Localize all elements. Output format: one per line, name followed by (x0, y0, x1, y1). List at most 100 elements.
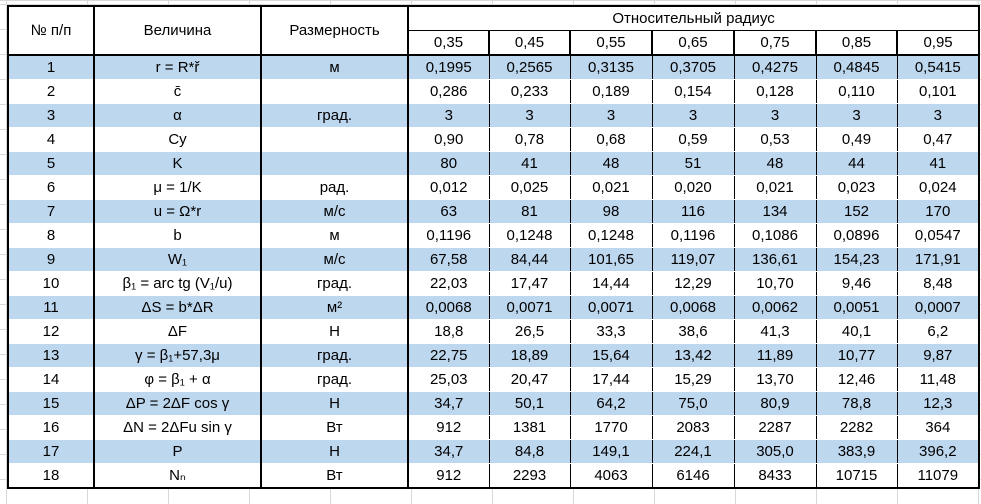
value-cell: 101,65 (569, 247, 653, 272)
value-cell: 48 (569, 151, 653, 176)
value-cell: 14,44 (569, 271, 653, 296)
row-number-cell: 12 (7, 319, 95, 344)
value-cell: 0,0896 (815, 223, 898, 248)
value-cell: 0,53 (733, 127, 817, 152)
unit-cell: град. (260, 343, 409, 368)
value-cell: 84,8 (488, 439, 571, 464)
value-cell: 26,5 (488, 319, 571, 344)
table-row: 18 Nₙ Вт 912 2293 4063 6146 8433 10715 11079 (7, 463, 981, 489)
value-cell: 0,4275 (733, 54, 817, 80)
unit-cell: Н (260, 319, 409, 344)
value-cell: 0,49 (815, 127, 898, 152)
value-cell: 0,0007 (896, 295, 981, 320)
value-cell: 48 (733, 151, 817, 176)
value-cell: 134 (733, 199, 817, 224)
row-number-cell: 5 (7, 151, 95, 176)
value-cell: 0,024 (896, 175, 981, 200)
value-cell: 0,1248 (569, 223, 653, 248)
quantity-cell: K (93, 151, 262, 176)
quantity-cell: β₁ = arc tg (V₁/u) (93, 271, 262, 296)
value-cell: 0,0068 (651, 295, 735, 320)
value-cell: 8,48 (896, 271, 981, 296)
value-cell: 40,1 (815, 319, 898, 344)
value-cell: 0,90 (407, 127, 490, 152)
value-cell: 152 (815, 199, 898, 224)
table-row: 14 φ = β₁ + α град. 25,03 20,47 17,44 15,29 13,… (7, 367, 981, 392)
header-radius-1: 0,45 (488, 30, 571, 56)
value-cell: 0,0068 (407, 295, 490, 320)
quantity-cell: ΔF (93, 319, 262, 344)
value-cell: 75,0 (651, 391, 735, 416)
table-row: 15 ΔP = 2ΔF cos γ Н 34,7 50,1 64,2 75,0 80,9 78,… (7, 391, 981, 416)
value-cell: 18,8 (407, 319, 490, 344)
value-cell: 80,9 (733, 391, 817, 416)
unit-cell: град. (260, 271, 409, 296)
value-cell: 154,23 (815, 247, 898, 272)
calculation-table: № п/п Величина Размерность Относительный… (7, 5, 981, 489)
value-cell: 149,1 (569, 439, 653, 464)
value-cell: 10,77 (815, 343, 898, 368)
value-cell: 383,9 (815, 439, 898, 464)
value-cell: 22,03 (407, 271, 490, 296)
value-cell: 119,07 (651, 247, 735, 272)
value-cell: 0,154 (651, 79, 735, 104)
table-row: 3 α град. 3 3 3 3 3 3 3 (7, 103, 981, 128)
value-cell: 0,021 (569, 175, 653, 200)
value-cell: 396,2 (896, 439, 981, 464)
row-number-cell: 4 (7, 127, 95, 152)
row-number-cell: 18 (7, 463, 95, 489)
value-cell: 2287 (733, 415, 817, 440)
quantity-cell: r = R*ř (93, 54, 262, 80)
value-cell: 41 (488, 151, 571, 176)
value-cell: 13,70 (733, 367, 817, 392)
row-number-cell: 14 (7, 367, 95, 392)
value-cell: 51 (651, 151, 735, 176)
value-cell: 116 (651, 199, 735, 224)
value-cell: 33,3 (569, 319, 653, 344)
value-cell: 0,4845 (815, 54, 898, 80)
quantity-cell: W₁ (93, 247, 262, 272)
header-col-number: № п/п (7, 5, 95, 56)
row-number-cell: 15 (7, 391, 95, 416)
row-number-cell: 9 (7, 247, 95, 272)
unit-cell: м/с (260, 247, 409, 272)
value-cell: 9,46 (815, 271, 898, 296)
quantity-cell: ΔN = 2ΔFu sin γ (93, 415, 262, 440)
value-cell: 2083 (651, 415, 735, 440)
value-cell: 170 (896, 199, 981, 224)
value-cell: 63 (407, 199, 490, 224)
value-cell: 17,44 (569, 367, 653, 392)
value-cell: 3 (488, 103, 571, 128)
value-cell: 41 (896, 151, 981, 176)
header-radius-4: 0,75 (733, 30, 817, 56)
quantity-cell: P (93, 439, 262, 464)
row-number-cell: 2 (7, 79, 95, 104)
header-radius-2: 0,55 (569, 30, 653, 56)
header-radius-6: 0,95 (895, 30, 981, 56)
value-cell: 305,0 (733, 439, 817, 464)
quantity-cell: μ = 1/K (93, 175, 262, 200)
value-cell: 44 (815, 151, 898, 176)
value-cell: 20,47 (488, 367, 571, 392)
quantity-cell: u = Ω*r (93, 199, 262, 224)
value-cell: 15,64 (569, 343, 653, 368)
value-cell: 3 (407, 103, 490, 128)
value-cell: 171,91 (896, 247, 981, 272)
quantity-cell: γ = β₁+57,3μ (93, 343, 262, 368)
header-radius-5: 0,85 (815, 30, 898, 56)
row-number-cell: 6 (7, 175, 95, 200)
unit-cell: град. (260, 367, 409, 392)
unit-cell (260, 151, 409, 176)
value-cell: 1381 (488, 415, 571, 440)
value-cell: 0,78 (488, 127, 571, 152)
value-cell: 364 (896, 415, 981, 440)
value-cell: 3 (896, 103, 981, 128)
value-cell: 0,233 (488, 79, 571, 104)
quantity-cell: b (93, 223, 262, 248)
value-cell: 13,42 (651, 343, 735, 368)
value-cell: 0,0051 (815, 295, 898, 320)
row-number-cell: 10 (7, 271, 95, 296)
